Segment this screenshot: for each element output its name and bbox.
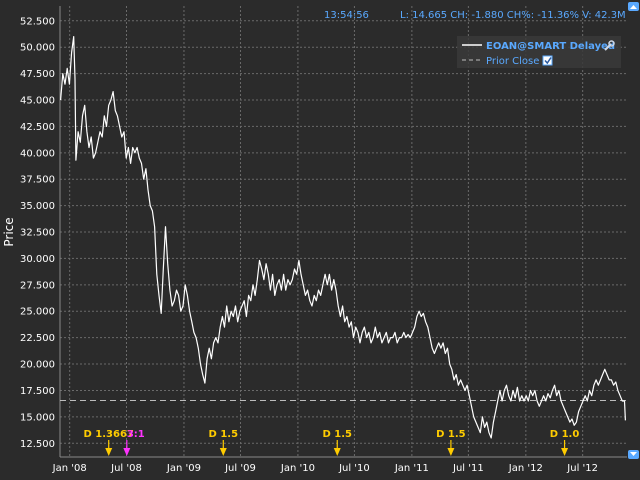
- y-tick-label: 47.500: [20, 69, 55, 80]
- dividend-marker[interactable]: D 1.5: [323, 429, 353, 456]
- marker-arrow-icon: [123, 448, 131, 456]
- event-label: D 1.5: [323, 429, 353, 440]
- scroll-up-icon[interactable]: [628, 2, 639, 11]
- x-tick-label: Jul '10: [338, 463, 370, 474]
- header-time: 13:54:56: [324, 10, 369, 21]
- x-tick-label: Jul '09: [224, 463, 256, 474]
- header-quote: L: 14.665 CH: -1.880 CH%: -11.36% V: 42.…: [400, 10, 626, 21]
- dividend-marker[interactable]: D 1.0: [550, 429, 580, 456]
- y-tick-label: 20.000: [20, 360, 55, 371]
- prior-close-checkbox[interactable]: [542, 55, 553, 66]
- legend-series-label: EOAN@SMART Delayed: [486, 41, 615, 52]
- wrench-icon[interactable]: [604, 40, 615, 51]
- y-tick-label: 32.500: [20, 228, 55, 239]
- y-tick-label: 17.500: [20, 386, 55, 397]
- x-tick-label: Jan '12: [508, 463, 543, 474]
- dividend-marker[interactable]: D 1.5: [209, 429, 239, 456]
- y-tick-label: 22.500: [20, 333, 55, 344]
- event-label: D 1.3667: [84, 429, 134, 440]
- y-tick-label: 50.000: [20, 43, 55, 54]
- y-tick-label: 12.500: [20, 439, 55, 450]
- x-tick-label: Jan '09: [166, 463, 201, 474]
- legend-box: EOAN@SMART Delayed Prior Close: [457, 36, 621, 68]
- x-tick-label: Jul '11: [452, 463, 484, 474]
- x-axis-ticks: Jan '08 Jul '08 Jan '09 Jul '09 Jan '10 Jul '…: [52, 463, 598, 474]
- y-tick-label: 45.000: [20, 96, 55, 107]
- check-icon: [544, 57, 552, 65]
- x-tick-label: Jul '08: [110, 463, 142, 474]
- x-tick-label: Jan '11: [394, 463, 429, 474]
- event-label: D 1.5: [209, 429, 239, 440]
- legend-prior-label: Prior Close: [486, 56, 539, 67]
- marker-arrow-icon: [219, 448, 227, 456]
- x-tick-label: Jan '08: [52, 463, 87, 474]
- x-tick-label: Jan '10: [280, 463, 315, 474]
- dividend-marker[interactable]: D 1.5: [436, 429, 466, 456]
- y-tick-label: 37.500: [20, 175, 55, 186]
- y-tick-label: 30.000: [20, 254, 55, 265]
- x-tick-label: Jul '12: [566, 463, 598, 474]
- split-marker[interactable]: 3:1: [123, 429, 145, 456]
- price-series-line: [60, 36, 626, 439]
- y-tick-label: 27.500: [20, 280, 55, 291]
- dividend-marker[interactable]: D 1.3667: [84, 429, 134, 456]
- y-tick-label: 15.000: [20, 412, 55, 423]
- price-series-layer: [60, 36, 626, 439]
- marker-arrow-icon: [333, 448, 341, 456]
- scroll-down-icon[interactable]: [628, 450, 639, 459]
- y-tick-label: 40.000: [20, 148, 55, 159]
- y-tick-label: 25.000: [20, 307, 55, 318]
- marker-arrow-icon: [447, 448, 455, 456]
- y-tick-label: 35.000: [20, 201, 55, 212]
- y-axis-ticks: 12.500 15.000 17.500 20.000 22.500 25.000 27.5…: [20, 16, 55, 449]
- event-label: 3:1: [127, 429, 145, 440]
- event-label: D 1.0: [550, 429, 580, 440]
- event-label: D 1.5: [436, 429, 466, 440]
- marker-arrow-icon: [561, 448, 569, 456]
- y-axis-label: Price: [2, 217, 16, 246]
- marker-arrow-icon: [105, 448, 113, 456]
- y-tick-label: 42.500: [20, 122, 55, 133]
- y-tick-label: 52.500: [20, 16, 55, 27]
